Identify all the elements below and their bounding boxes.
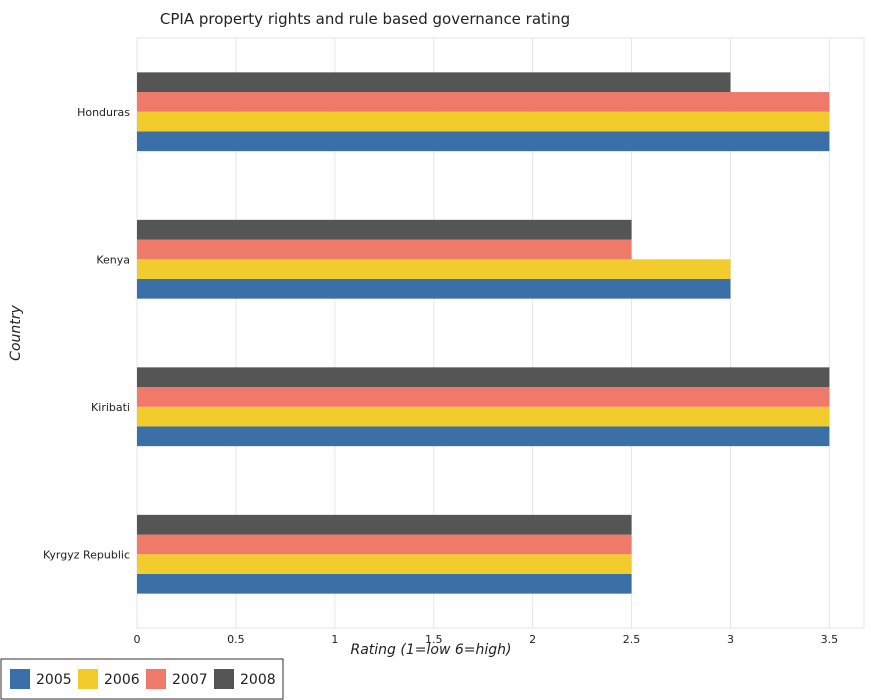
bars [137, 72, 830, 594]
x-tick-label: 1 [331, 633, 338, 646]
chart-title: CPIA property rights and rule based gove… [160, 10, 570, 28]
bar [137, 72, 731, 93]
bar [137, 573, 632, 594]
legend-label: 2005 [36, 672, 72, 688]
legend-label: 2006 [104, 672, 140, 688]
legend: 2005 2006 2007 2008 [0, 658, 284, 700]
y-tick-label: Kenya [96, 253, 130, 266]
x-tick-labels: 0 0.5 1 1.5 2 2.5 3 3.5 [134, 633, 839, 646]
bar [137, 534, 632, 555]
legend-swatch [78, 669, 98, 689]
bar [137, 111, 830, 132]
y-tick-label: Honduras [77, 106, 130, 119]
legend-swatch [10, 669, 30, 689]
y-tick-label: Kiribati [91, 401, 130, 414]
bar [137, 514, 632, 535]
plot-area [136, 37, 865, 629]
x-tick-label: 1.5 [425, 633, 443, 646]
x-axis-label: Rating (1=low 6=high) [351, 642, 512, 658]
legend-box [0, 658, 284, 700]
bar [137, 367, 830, 388]
x-tick-label: 3.5 [821, 633, 839, 646]
y-tick-labels: Honduras Kenya Kiribati Kyrgyz Republic [43, 106, 130, 562]
x-tick-label: 0 [134, 633, 141, 646]
x-tick-label: 2.5 [623, 633, 641, 646]
y-tick-label: Kyrgyz Republic [43, 548, 130, 561]
legend-label: 2007 [172, 672, 208, 688]
bar [137, 554, 632, 574]
bar [137, 406, 830, 427]
bar [137, 92, 830, 112]
x-tick-label: 3 [727, 633, 734, 646]
legend-label: 2008 [240, 672, 276, 688]
legend-swatch [214, 669, 234, 689]
legend-swatch [146, 669, 166, 689]
x-tick-label: 2 [529, 633, 536, 646]
bar [137, 219, 632, 240]
bar [137, 259, 731, 279]
bar [137, 278, 731, 299]
bar [137, 426, 830, 447]
y-axis-label: Country [8, 304, 24, 360]
x-tick-label: 0.5 [227, 633, 245, 646]
bar [137, 131, 830, 152]
bar [137, 239, 632, 260]
bar [137, 387, 830, 407]
